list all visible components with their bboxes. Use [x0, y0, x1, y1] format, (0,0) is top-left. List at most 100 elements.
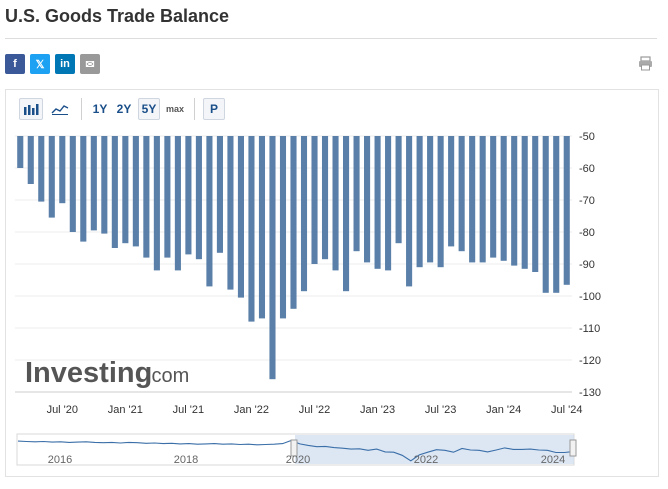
x-tick-label: Jul '24 — [551, 404, 582, 416]
bar[interactable] — [111, 136, 118, 248]
bar[interactable] — [227, 136, 234, 290]
bar[interactable] — [553, 136, 560, 293]
bar[interactable] — [143, 136, 150, 258]
email-icon: ✉ — [85, 58, 95, 71]
y-tick-label: -70 — [579, 195, 595, 207]
bar[interactable] — [185, 136, 192, 255]
email-share-button[interactable]: ✉ — [80, 54, 100, 74]
bar[interactable] — [206, 136, 213, 287]
bar[interactable] — [416, 136, 423, 268]
bar[interactable] — [479, 136, 486, 263]
toolbar-divider — [194, 98, 195, 120]
bar[interactable] — [101, 136, 108, 234]
x-tick-label: Jan '24 — [486, 404, 521, 416]
investing-watermark: Investing .com — [25, 357, 189, 389]
range-2y-button[interactable]: 2Y — [116, 102, 132, 116]
line-chart-button[interactable] — [47, 98, 73, 120]
bar[interactable] — [332, 136, 339, 271]
bar[interactable] — [395, 136, 402, 244]
range-1y-button[interactable]: 1Y — [92, 102, 108, 116]
bar[interactable] — [511, 136, 518, 266]
bar-chart-button[interactable] — [19, 98, 43, 120]
bar[interactable] — [300, 136, 308, 292]
print-icon[interactable] — [638, 56, 653, 76]
bar[interactable] — [153, 136, 160, 271]
y-tick-label: -80 — [579, 227, 595, 239]
bar[interactable] — [458, 136, 465, 252]
bar[interactable] — [258, 136, 266, 319]
watermark-suffix: .com — [146, 365, 189, 387]
navigator-year-label: 2016 — [48, 454, 72, 466]
bar[interactable] — [269, 136, 276, 380]
share-bar: f 𝕏 in ✉ — [5, 54, 100, 74]
bar[interactable] — [374, 136, 381, 269]
bar[interactable] — [27, 136, 34, 184]
bar[interactable] — [195, 136, 202, 260]
bar[interactable] — [342, 136, 350, 292]
p-button[interactable]: P — [203, 98, 225, 120]
bar[interactable] — [500, 136, 507, 261]
bar[interactable] — [448, 136, 455, 247]
bar[interactable] — [437, 136, 444, 268]
x-tick-label: Jul '23 — [425, 404, 456, 416]
x-tick-label: Jan '22 — [234, 404, 269, 416]
x-tick-label: Jul '21 — [173, 404, 204, 416]
title-divider — [5, 38, 657, 39]
bar[interactable] — [90, 136, 97, 231]
linkedin-icon: in — [60, 58, 70, 70]
y-tick-label: -120 — [579, 355, 601, 367]
navigator-right-handle[interactable] — [569, 439, 577, 457]
facebook-share-button[interactable]: f — [5, 54, 25, 74]
page-title: U.S. Goods Trade Balance — [5, 6, 230, 26]
bar[interactable] — [321, 136, 329, 260]
bar[interactable] — [237, 136, 245, 298]
bar[interactable] — [38, 136, 45, 202]
bar[interactable] — [521, 136, 528, 269]
bar[interactable] — [563, 136, 570, 285]
navigator[interactable]: 2016 2018 2020 2022 2024 — [16, 433, 577, 466]
bar-chart: -50 -60 -70 -80 -90 -100 -110 -120 -130 Jul '20 J… — [15, 131, 601, 466]
bar[interactable] — [122, 136, 129, 244]
bar-chart-icon — [24, 104, 39, 115]
navigator-year-label: 2020 — [286, 454, 310, 466]
y-tick-label: -110 — [579, 323, 600, 335]
bar[interactable] — [174, 136, 181, 271]
bar[interactable] — [311, 136, 318, 264]
bar[interactable] — [385, 136, 392, 271]
y-tick-label: -130 — [579, 387, 601, 399]
bar[interactable] — [290, 136, 297, 309]
bar[interactable] — [69, 136, 76, 232]
bar[interactable] — [542, 136, 549, 293]
linkedin-share-button[interactable]: in — [55, 54, 75, 74]
bar[interactable] — [59, 136, 66, 204]
y-tick-label: -90 — [579, 259, 595, 271]
bar[interactable] — [406, 136, 413, 287]
bar[interactable] — [532, 136, 539, 272]
bar[interactable] — [427, 136, 434, 263]
twitter-icon: 𝕏 — [35, 58, 45, 71]
bar[interactable] — [248, 136, 255, 322]
line-chart-icon — [51, 105, 69, 115]
bar[interactable] — [469, 136, 476, 263]
bar[interactable] — [353, 136, 360, 252]
bar[interactable] — [132, 136, 139, 247]
bar[interactable] — [48, 136, 55, 218]
bar[interactable] — [17, 136, 24, 168]
bar[interactable] — [490, 136, 497, 258]
navigator-year-label: 2024 — [541, 454, 565, 466]
bar[interactable] — [164, 136, 171, 258]
navigator-left-handle[interactable] — [290, 439, 298, 457]
chart-container: 1Y 2Y 5Y max P -50 -60 -70 -80 -90 -100 -110 -1… — [5, 89, 659, 477]
x-tick-label: Jan '21 — [108, 404, 143, 416]
bar[interactable] — [80, 136, 87, 242]
range-max-button[interactable]: max — [165, 104, 184, 114]
bar[interactable] — [364, 136, 371, 263]
navigator-year-label: 2018 — [174, 454, 198, 466]
bar[interactable] — [216, 136, 223, 253]
x-tick-label: Jan '23 — [360, 404, 395, 416]
y-tick-label: -50 — [579, 131, 595, 143]
twitter-share-button[interactable]: 𝕏 — [30, 54, 50, 74]
y-tick-label: -100 — [579, 291, 601, 303]
bar[interactable] — [279, 136, 287, 319]
range-5y-button[interactable]: 5Y — [138, 98, 160, 120]
